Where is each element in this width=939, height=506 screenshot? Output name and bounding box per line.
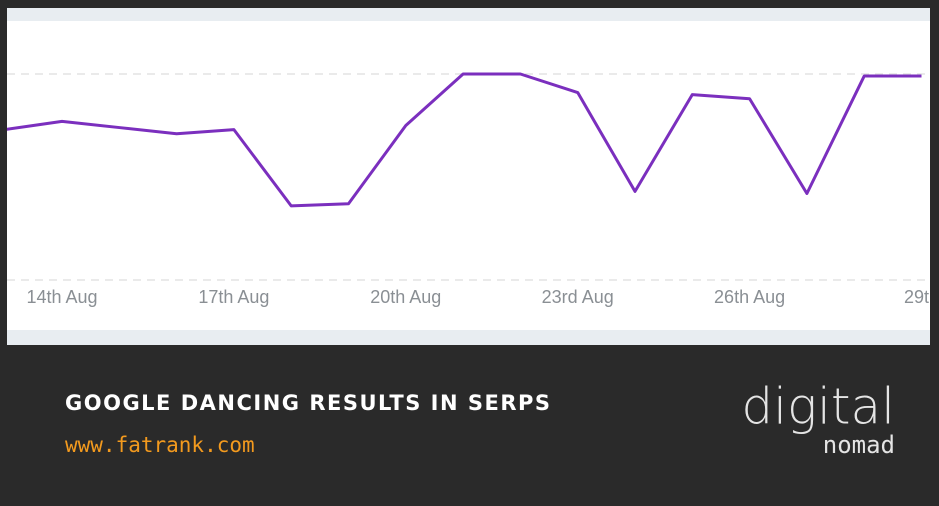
- x-tick-label: 14th Aug: [26, 287, 97, 307]
- caption-url[interactable]: www.fatrank.com: [65, 433, 255, 457]
- plot-area: 14th Aug 17th Aug 20th Aug 23rd Aug 26th Aug…: [7, 72, 939, 307]
- x-tick-label: 23rd Aug: [542, 287, 614, 307]
- x-tick-label: 20th Aug: [370, 287, 441, 307]
- logo-text: digital: [741, 378, 895, 436]
- x-tick-label: 29th: [904, 287, 939, 307]
- caption-title: GOOGLE DANCING RESULTS IN SERPS: [65, 391, 552, 415]
- chart-panel: [7, 21, 930, 330]
- data-line: [7, 72, 922, 208]
- logo-text: nomad: [823, 431, 895, 459]
- x-tick-label: 17th Aug: [198, 287, 269, 307]
- x-tick-label: 26th Aug: [714, 287, 785, 307]
